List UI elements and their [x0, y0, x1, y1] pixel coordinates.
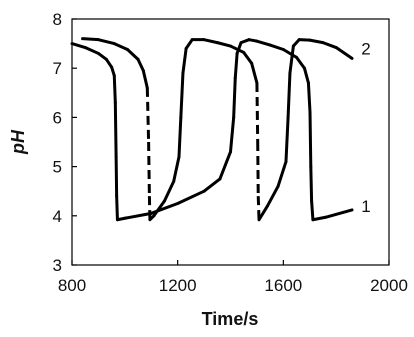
series-2-segment: [179, 117, 181, 156]
series-1-segment: [313, 217, 326, 219]
series-2-segment: [290, 46, 293, 73]
y-tick-label: 7: [53, 59, 62, 78]
y-tick-label: 5: [53, 158, 62, 177]
series-2-segment: [183, 49, 186, 74]
series-2-segment: [98, 40, 114, 44]
series-1-segment: [125, 213, 151, 218]
series-2-segment: [217, 43, 230, 46]
series-2-segment: [252, 63, 257, 83]
series-2-segment: [174, 157, 179, 182]
series-2-segment: [138, 59, 143, 70]
series-1-segment: [235, 53, 237, 78]
x-tick-label: 800: [58, 276, 86, 295]
series-2-segment: [83, 39, 99, 40]
series-2-segment: [147, 88, 148, 142]
series-1-segment: [116, 157, 117, 196]
series-2-segment: [336, 48, 352, 59]
series-2-label: 2: [361, 40, 370, 59]
series-2-segment: [258, 142, 259, 196]
series-2-segment: [310, 40, 323, 42]
series-2-segment: [164, 181, 173, 201]
series-1-label: 1: [361, 197, 370, 216]
series-1-segment: [311, 167, 312, 201]
y-tick-label: 8: [53, 10, 62, 29]
series-1-segment: [178, 191, 204, 203]
series-1-line: [72, 40, 352, 220]
series-1-segment: [72, 44, 85, 48]
series-2-segment: [149, 196, 150, 220]
series-1-segment: [312, 201, 313, 220]
series-1-segment: [257, 41, 270, 45]
series-1-segment: [220, 152, 231, 179]
series-2-segment: [258, 196, 259, 220]
series-2-segment: [127, 50, 138, 60]
series-1-segment: [204, 179, 220, 191]
series-1-segment: [297, 57, 305, 68]
series-2-segment: [267, 186, 278, 206]
series-2-segment: [114, 44, 127, 50]
series-2-segment: [244, 52, 252, 63]
series-2-segment: [257, 83, 258, 142]
y-axis-ticks: 3 4 5 6 7 8: [53, 10, 77, 275]
series-1-segment: [234, 78, 236, 117]
series-1-segment: [308, 83, 310, 113]
series-2-segment: [143, 71, 147, 88]
y-tick-label: 6: [53, 108, 62, 127]
x-tick-label: 1200: [159, 276, 197, 295]
x-tick-label: 2000: [370, 276, 408, 295]
y-axis-title: pH: [8, 129, 28, 155]
series-2-segment: [288, 73, 290, 117]
y-tick-label: 4: [53, 207, 62, 226]
series-2-segment: [278, 162, 286, 187]
x-axis-title: Time/s: [202, 309, 259, 329]
series-2-segment: [204, 40, 217, 43]
y-tick-label: 3: [53, 256, 62, 275]
series-1-segment: [283, 50, 296, 58]
series-2-segment: [149, 142, 150, 196]
series-2-segment: [186, 40, 192, 49]
series-2-segment: [286, 117, 288, 161]
series-2-segment: [323, 43, 336, 48]
series-1-segment: [231, 117, 234, 151]
series-1-segment: [85, 48, 98, 54]
series-1-segment: [114, 76, 115, 103]
series-1-segment: [304, 68, 308, 83]
x-tick-label: 1600: [264, 276, 302, 295]
series-layer: 12: [72, 39, 371, 220]
series-1-segment: [270, 45, 283, 49]
series-2-segment: [181, 73, 183, 117]
series-1-segment: [310, 112, 311, 166]
series-1-segment: [117, 196, 118, 220]
series-1-segment: [326, 210, 352, 217]
series-1-segment: [115, 103, 116, 157]
